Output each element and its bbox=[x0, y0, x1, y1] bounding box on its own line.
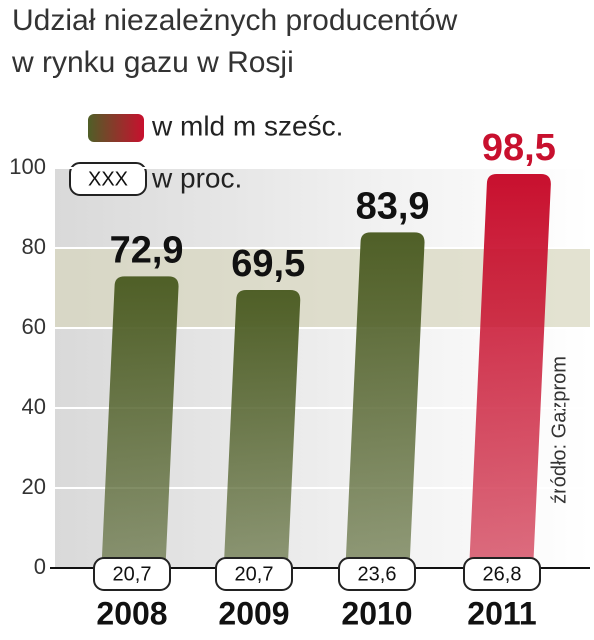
bar bbox=[223, 290, 301, 568]
legend-swatch bbox=[88, 114, 144, 142]
share-label: 20,7 bbox=[113, 563, 152, 585]
value-label: 69,5 bbox=[231, 243, 305, 285]
chart-title: Udział niezależnych producentów bbox=[12, 4, 458, 37]
share-box bbox=[215, 557, 293, 591]
value-label: 83,9 bbox=[356, 185, 430, 227]
y-tick-label: 20 bbox=[22, 474, 46, 499]
bar bbox=[345, 232, 425, 568]
x-tick-label: 2008 bbox=[96, 595, 167, 631]
value-label: 72,9 bbox=[110, 229, 184, 271]
share-box bbox=[338, 557, 416, 591]
x-tick-label: 2011 bbox=[467, 595, 536, 631]
y-tick-label: 0 bbox=[34, 554, 46, 579]
value-label: 98,5 bbox=[482, 127, 556, 169]
y-tick-label: 80 bbox=[22, 234, 46, 259]
share-box bbox=[463, 557, 541, 591]
legend-share-sample: XXX bbox=[88, 168, 128, 190]
source: źródło: Gazprom bbox=[548, 356, 570, 504]
bar bbox=[469, 174, 551, 568]
bar bbox=[101, 276, 179, 568]
legend-label: w mld m sześc. bbox=[151, 110, 343, 141]
x-tick-label: 2010 bbox=[341, 595, 412, 631]
y-tick-label: 60 bbox=[22, 314, 46, 339]
share-label: 20,7 bbox=[235, 563, 274, 585]
share-label: 23,6 bbox=[358, 563, 397, 585]
share-box bbox=[93, 557, 171, 591]
x-tick-label: 2009 bbox=[218, 595, 289, 631]
share-label: 26,8 bbox=[483, 563, 522, 585]
y-tick-label: 40 bbox=[22, 394, 46, 419]
y-tick-label: 100 bbox=[9, 154, 46, 179]
chart-title: w rynku gazu w Rosji bbox=[11, 46, 294, 79]
legend-share-box bbox=[69, 162, 147, 196]
